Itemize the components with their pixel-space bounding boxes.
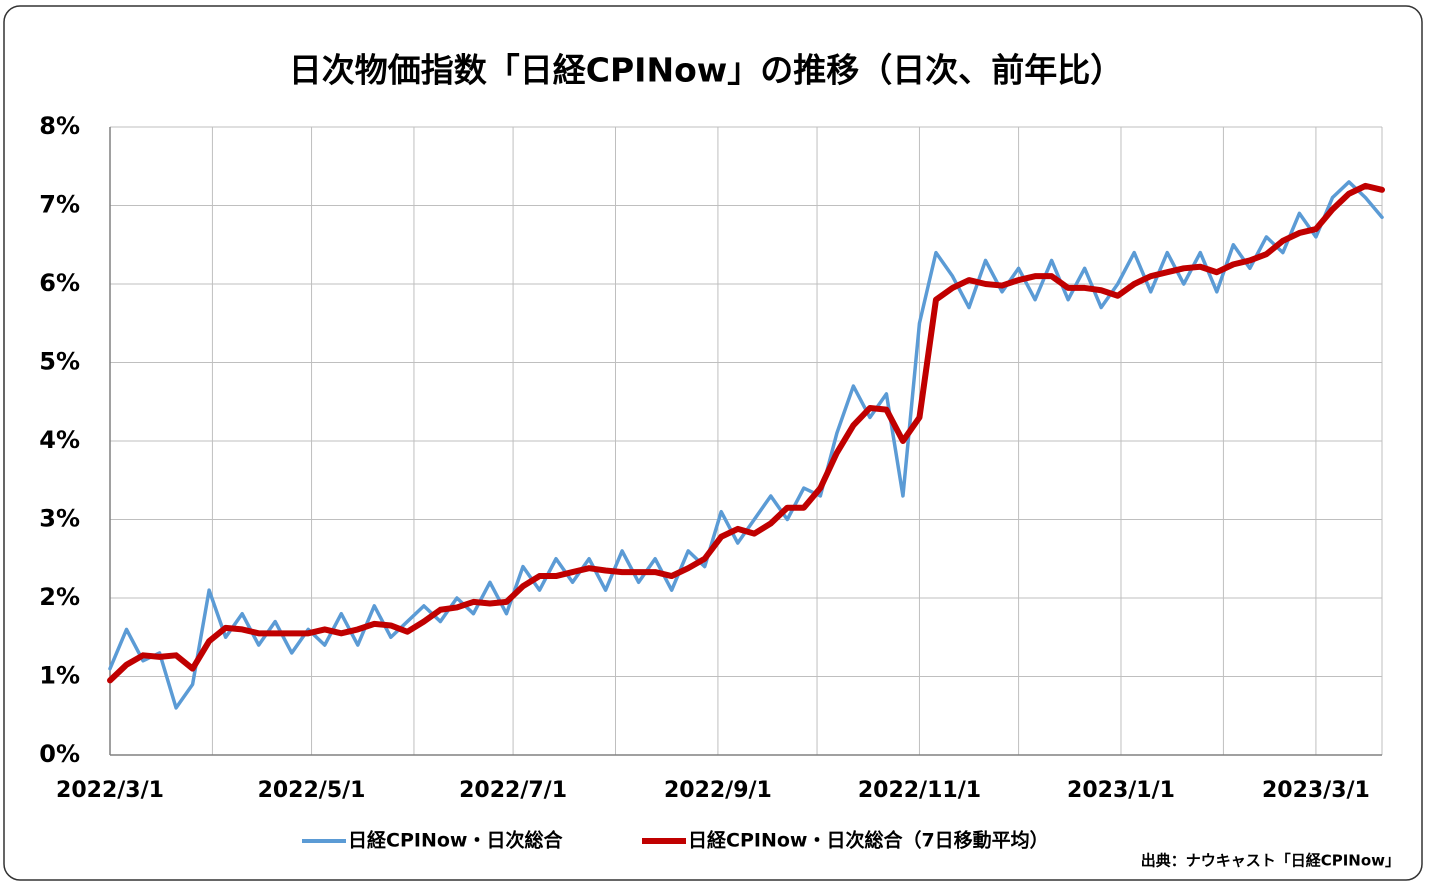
source-note: 出典：ナウキャスト「日経CPINow」 [1141, 852, 1400, 870]
x-tick-label: 2022/9/1 [664, 778, 772, 803]
y-tick-label: 8% [39, 112, 80, 140]
y-tick-label: 3% [39, 505, 80, 533]
x-tick-label: 2023/3/1 [1262, 778, 1370, 803]
x-tick-label: 2022/11/1 [858, 778, 981, 803]
y-tick-label: 0% [39, 740, 80, 768]
legend-label: 日経CPINow・日次総合（7日移動平均） [688, 829, 1049, 852]
y-tick-label: 5% [39, 348, 80, 376]
frame [3, 5, 1423, 881]
data-line [107, 182, 1385, 684]
y-tick-label: 6% [39, 269, 80, 297]
x-tick-label: 2022/7/1 [459, 778, 567, 803]
x-tick-label: 2022/5/1 [258, 778, 366, 803]
y-tick-label: 7% [39, 191, 80, 219]
legend-label: 日経CPINow・日次総合 [348, 829, 563, 852]
x-tick-label: 2022/3/1 [56, 778, 164, 803]
y-tick-label: 1% [39, 662, 80, 690]
x-tick-label: 2023/1/1 [1067, 778, 1175, 803]
y-tick-label: 4% [39, 426, 80, 454]
chart-title: 日次物価指数「日経CPINow」の推移（日次、前年比） [289, 51, 1123, 90]
y-tick-label: 2% [39, 583, 80, 611]
